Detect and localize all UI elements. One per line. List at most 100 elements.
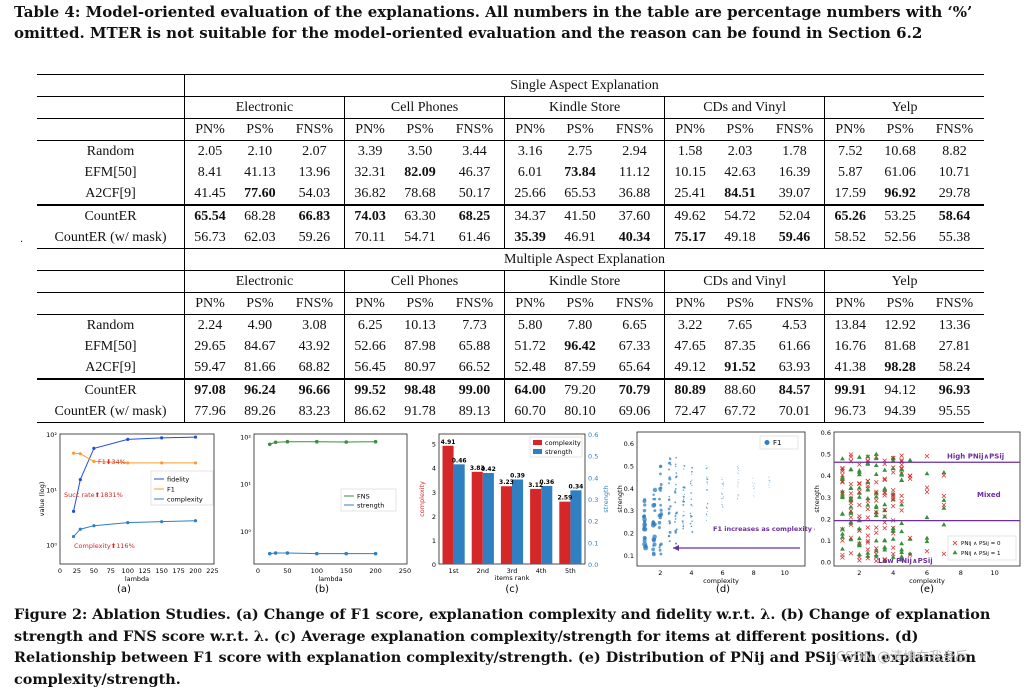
scatter-point-triangle xyxy=(874,472,879,476)
scatter-point xyxy=(652,544,654,546)
data-point xyxy=(374,552,378,556)
x-tick-label: 0 xyxy=(58,567,62,575)
scatter-point-triangle xyxy=(857,552,862,556)
value-cell: 2.10 xyxy=(235,141,285,163)
y-tick-label: 2 xyxy=(432,513,436,521)
scatter-point xyxy=(659,549,662,552)
series-line-complexity xyxy=(74,521,196,537)
value-cell: 64.00 xyxy=(505,379,556,401)
scatter-point xyxy=(768,485,769,486)
y2-tick-label: 0.0 xyxy=(588,561,598,569)
scatter-point xyxy=(738,467,739,468)
scatter-point xyxy=(683,526,684,527)
scatter-point xyxy=(722,498,723,499)
scatter-point xyxy=(707,503,708,504)
scatter-point xyxy=(722,506,723,507)
scatter-point-triangle xyxy=(874,452,879,456)
value-cell: 68.82 xyxy=(285,357,345,379)
value-cell: 96.42 xyxy=(555,336,605,357)
value-cell: 3.08 xyxy=(285,315,345,337)
value-cell: 63.93 xyxy=(765,357,825,379)
metric-header: PN% xyxy=(665,293,716,315)
x-tick-label: 200 xyxy=(189,567,201,575)
data-point xyxy=(92,460,95,463)
value-cell: 89.13 xyxy=(445,401,505,423)
metric-header: PN% xyxy=(505,119,556,141)
metric-header: PN% xyxy=(825,119,876,141)
scatter-point xyxy=(692,531,694,533)
value-cell: 10.15 xyxy=(665,162,716,183)
y2-tick-label: 0.2 xyxy=(588,518,598,526)
scatter-point xyxy=(643,499,647,503)
value-cell: 53.25 xyxy=(875,205,925,227)
value-cell: 41.38 xyxy=(825,357,876,379)
scatter-point xyxy=(707,483,708,484)
value-cell: 7.73 xyxy=(445,315,505,337)
x-tick-label: 10 xyxy=(781,569,789,577)
scatter-point-triangle xyxy=(874,538,879,542)
empty-cell xyxy=(37,119,185,141)
value-cell: 83.23 xyxy=(285,401,345,423)
x-tick-label: 225 xyxy=(206,567,218,575)
scatter-point-triangle xyxy=(865,480,870,484)
y-tick-label: 0.4 xyxy=(624,485,634,493)
data-point xyxy=(274,551,278,555)
value-cell: 3.44 xyxy=(445,141,505,163)
data-point xyxy=(344,440,348,444)
scatter-point-triangle xyxy=(925,515,930,519)
scatter-point xyxy=(643,539,647,543)
x-tick-label: 175 xyxy=(172,567,184,575)
scatter-point-x xyxy=(849,491,853,495)
method-name: CountER (w/ mask) xyxy=(37,401,185,423)
scatter-point xyxy=(722,477,723,478)
value-cell: 99.91 xyxy=(825,379,876,401)
bar-value-label: 0.39 xyxy=(510,473,525,480)
scatter-point xyxy=(643,503,646,506)
scatter-point xyxy=(737,468,738,469)
value-cell: 8.82 xyxy=(925,141,984,163)
scatter-point xyxy=(770,482,771,483)
metric-header: FNS% xyxy=(925,293,984,315)
value-cell: 51.72 xyxy=(505,336,556,357)
value-cell: 13.84 xyxy=(825,315,876,337)
scatter-point-x xyxy=(908,474,912,478)
scatter-point xyxy=(692,505,693,506)
legend-label: complexity xyxy=(545,439,581,447)
bar-value-label: 0.42 xyxy=(481,466,496,473)
y2-axis-label: strength xyxy=(602,485,610,512)
scatter-point xyxy=(753,495,754,496)
value-cell: 96.93 xyxy=(925,379,984,401)
scatter-point xyxy=(683,468,684,469)
scatter-point-triangle xyxy=(840,531,845,535)
bar-value-label: 2.59 xyxy=(557,495,572,502)
scatter-point-triangle xyxy=(874,504,879,508)
data-point xyxy=(79,478,82,481)
value-cell: 66.52 xyxy=(445,357,505,379)
legend-label: strength xyxy=(357,502,384,510)
scatter-point xyxy=(707,508,708,509)
legend-label: strength xyxy=(545,448,572,456)
scatter-point-x xyxy=(866,534,870,538)
value-cell: 65.26 xyxy=(825,205,876,227)
x-tick-label: 1st xyxy=(449,567,460,575)
metric-header: PN% xyxy=(185,293,236,315)
metric-header: PS% xyxy=(235,293,285,315)
value-cell: 41.45 xyxy=(185,183,236,205)
value-cell: 65.88 xyxy=(445,336,505,357)
annotation-arrow-head xyxy=(673,545,679,551)
scatter-point xyxy=(754,487,755,488)
value-cell: 77.60 xyxy=(235,183,285,205)
scatter-point xyxy=(723,486,724,487)
scatter-point xyxy=(707,516,708,517)
value-cell: 13.36 xyxy=(925,315,984,337)
scatter-point xyxy=(668,468,670,470)
value-cell: 80.97 xyxy=(395,357,445,379)
value-cell: 79.20 xyxy=(555,379,605,401)
metric-header: PS% xyxy=(875,119,925,141)
y-tick-label: 0.3 xyxy=(624,507,634,515)
dataset-header: Electronic xyxy=(185,97,345,119)
value-cell: 96.66 xyxy=(285,379,345,401)
